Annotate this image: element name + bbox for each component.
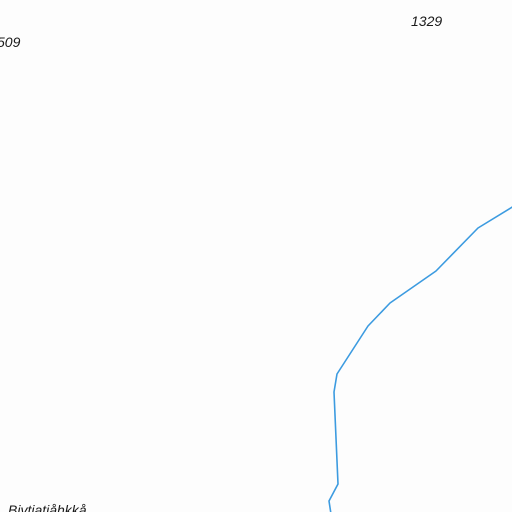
stream-line [328,206,512,512]
elevation-label-1329: 1329 [411,13,443,29]
place-name-label: Bivtiatjåhkkå [8,502,87,512]
elevation-label-509: 509 [0,34,21,50]
